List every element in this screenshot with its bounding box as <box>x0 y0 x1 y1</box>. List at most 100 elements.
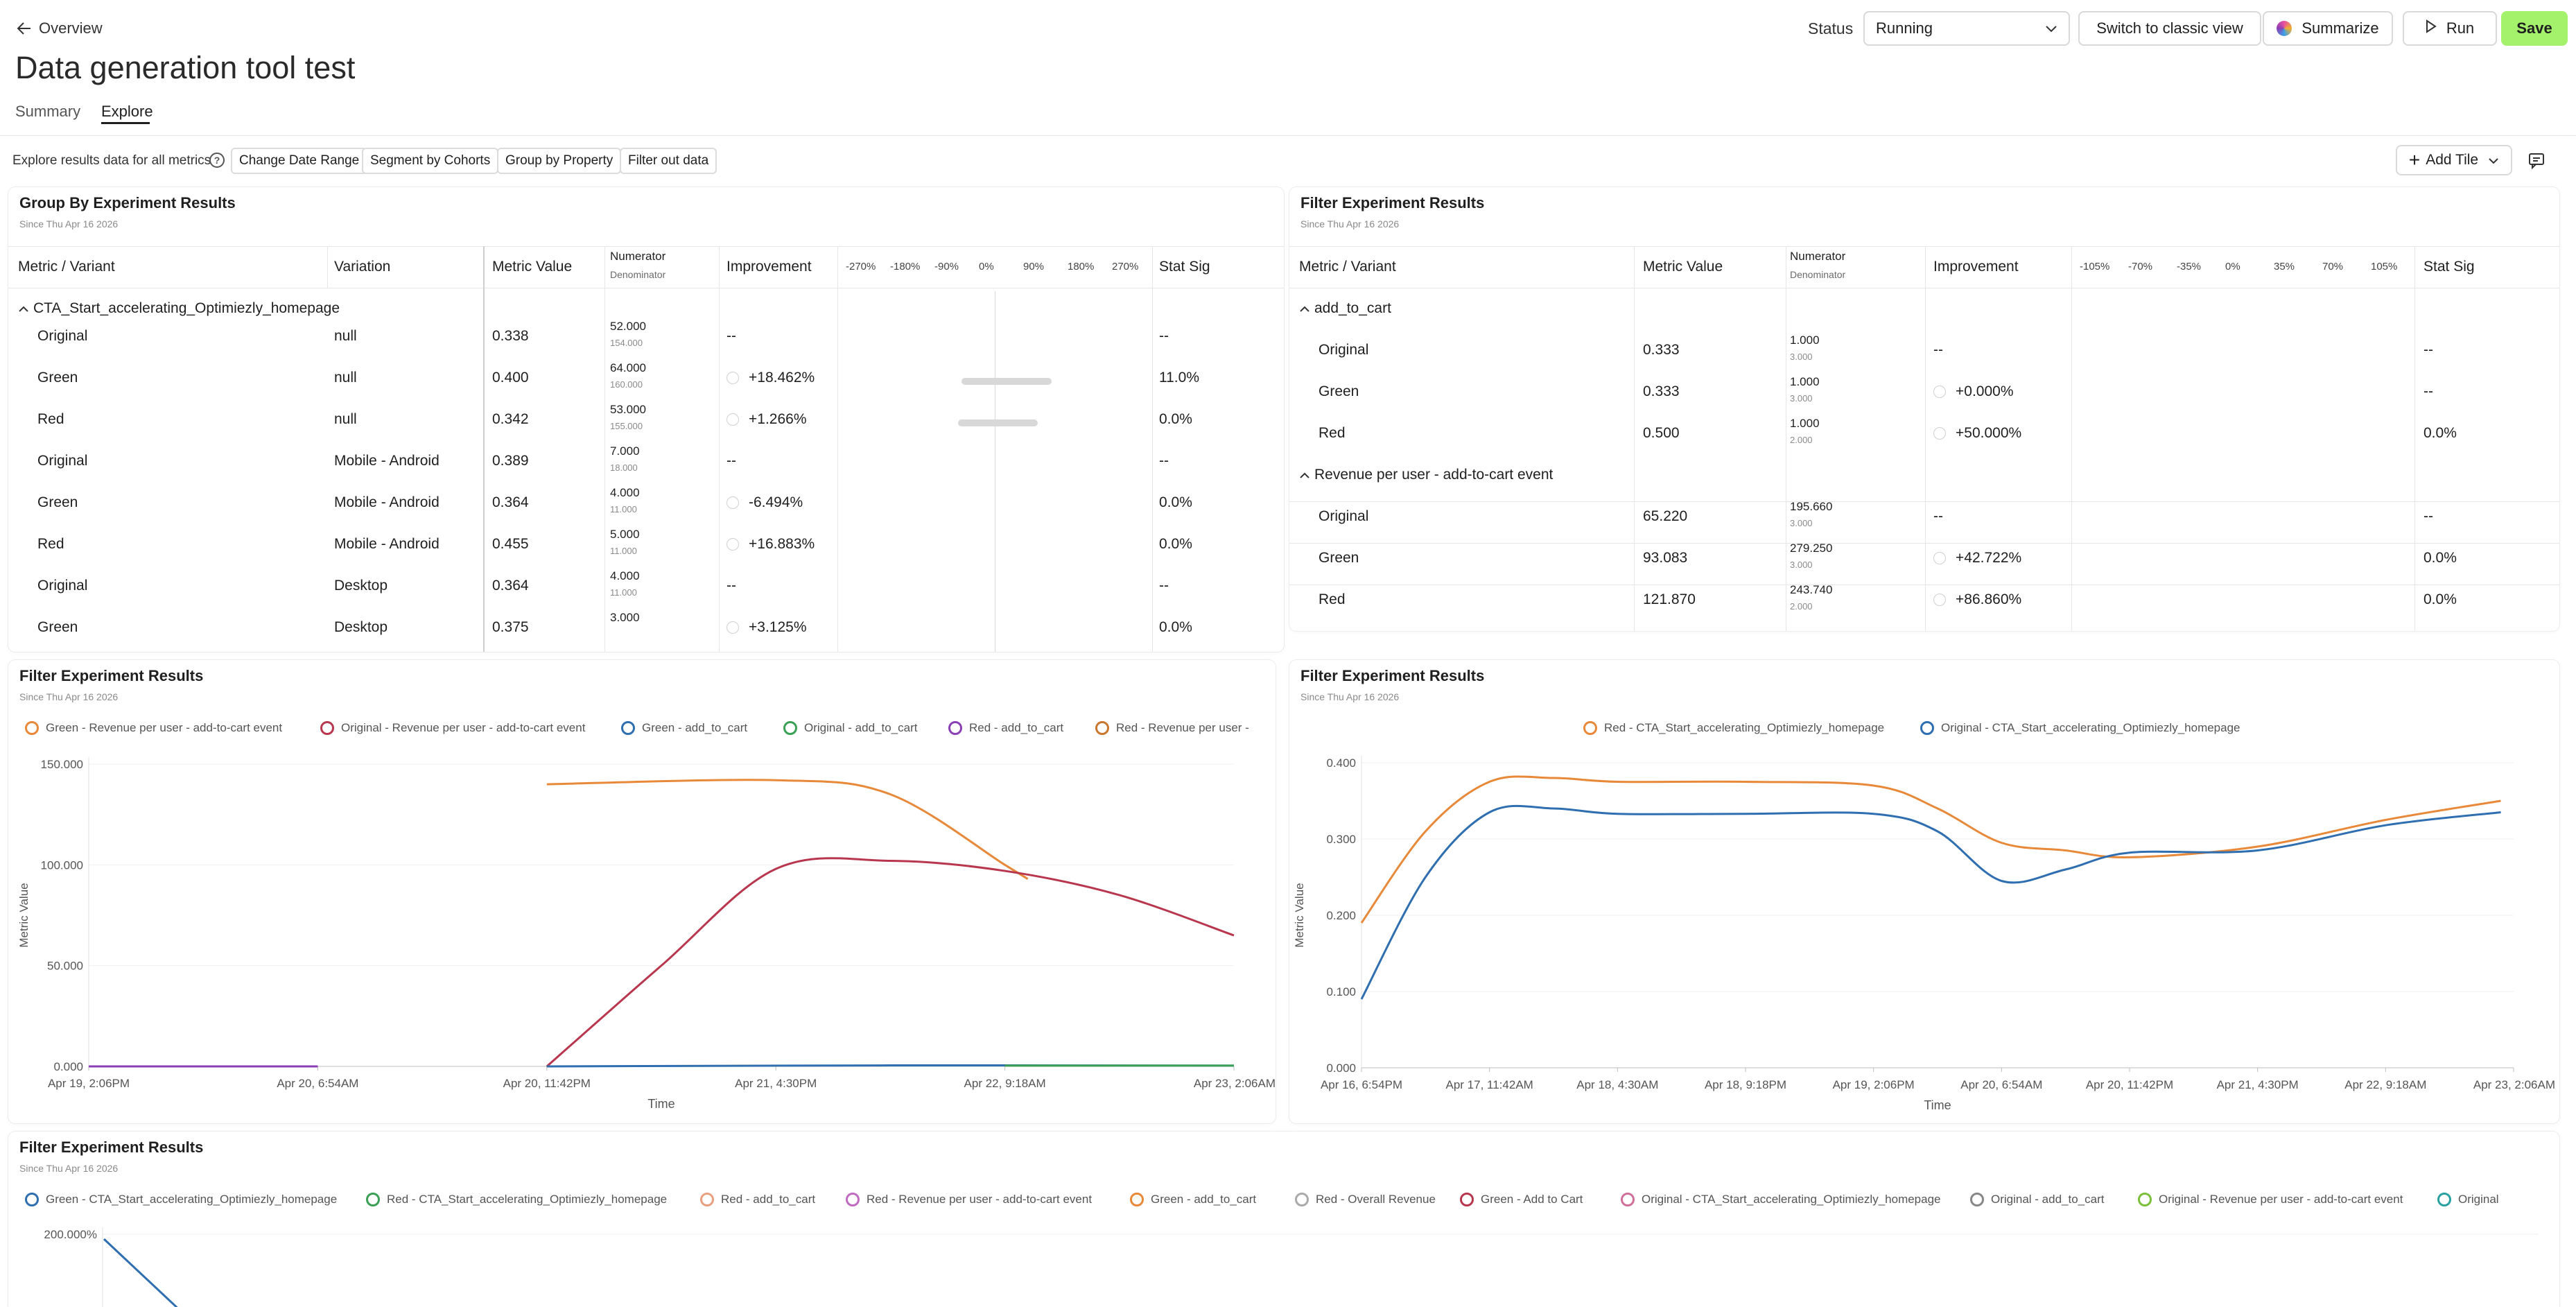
filter-out-data-chip[interactable]: Filter out data <box>620 148 717 174</box>
line-chart: 0.000 0.100 0.200 0.300 0.400 Apr 16, 6:54PM A… <box>1293 756 2555 1112</box>
variation: null <box>334 370 357 386</box>
table-row[interactable]: Original Desktop 0.364 4.000 11.000 -- -- <box>8 569 1284 612</box>
improvement-value: +0.000% <box>1956 383 2014 399</box>
legend-entry[interactable]: Original - Revenue per user - add-to-car… <box>2138 1193 2403 1206</box>
tab-summary[interactable]: Summary <box>15 103 81 120</box>
summarize-label: Summarize <box>2301 19 2379 37</box>
tab-explore[interactable]: Explore <box>101 103 153 120</box>
back-link[interactable]: Overview <box>17 18 103 39</box>
table-row[interactable]: Green 93.083 279.250 3.000 +42.722% 0.0% <box>1289 542 2559 585</box>
group-toggle[interactable]: Revenue per user - add-to-cart event <box>1299 467 1553 483</box>
denominator: 3.000 <box>1790 352 1813 362</box>
improvement-value: -- <box>726 328 736 344</box>
numerator: 1.000 <box>1790 375 1820 388</box>
comment-icon[interactable] <box>2527 150 2546 170</box>
metric-value: 0.364 <box>492 494 529 510</box>
group-toggle[interactable]: CTA_Start_accelerating_Optimiezly_homepa… <box>18 300 340 317</box>
card-subtitle: Since Thu Apr 16 2026 <box>19 218 119 230</box>
legend-entry[interactable]: Original - add_to_cart <box>1970 1193 2104 1206</box>
table-row[interactable]: Red 121.870 243.740 2.000 +86.860% 0.0% <box>1289 583 2559 626</box>
status-select[interactable]: Running <box>1863 11 2070 46</box>
col-denominator: Denominator <box>1790 269 1846 280</box>
save-button[interactable]: Save <box>2501 11 2568 46</box>
legend-label: Green - CTA_Start_accelerating_Optimiezl… <box>46 1193 338 1206</box>
variant-name: Green <box>1319 383 1359 399</box>
table-row[interactable]: Original Mobile - Android 0.389 7.000 18.000… <box>8 444 1284 487</box>
legend-entry[interactable]: Original <box>2437 1193 2499 1206</box>
series-line <box>546 779 1029 880</box>
denominator: 11.000 <box>610 587 637 598</box>
change-date-range-chip[interactable]: Change Date Range <box>231 148 368 174</box>
status-value: Running <box>1876 19 1933 37</box>
ci-bar <box>961 378 1052 385</box>
group-by-property-chip[interactable]: Group by Property <box>497 148 622 174</box>
legend-swatch <box>783 721 797 735</box>
stat-sig: 0.0% <box>1159 411 1192 427</box>
legend-entry[interactable]: Green - Revenue per user - add-to-cart e… <box>25 721 282 735</box>
table-row[interactable]: Red null 0.342 53.000 155.000 +1.266% 0.0% <box>8 403 1284 446</box>
metric-value: 0.338 <box>492 328 529 344</box>
table-row[interactable]: Original 0.333 1.000 3.000 -- -- <box>1289 334 2559 376</box>
x-axis-label: Time <box>1924 1098 1951 1112</box>
legend-entry[interactable]: Green - CTA_Start_accelerating_Optimiezl… <box>25 1193 337 1206</box>
legend-entry[interactable]: Red - Revenue per user - add-to-cart eve… <box>846 1193 1092 1206</box>
legend-entry[interactable]: Red - CTA_Start_accelerating_Optimiezly_… <box>366 1193 667 1206</box>
improvement: +42.722% <box>1933 550 2021 566</box>
improvement-value: +18.462% <box>749 370 815 386</box>
numerator: 4.000 <box>610 569 640 582</box>
scale-tick: 270% <box>1112 261 1139 272</box>
table-row[interactable]: Green null 0.400 64.000 160.000 +18.462% 11.0% <box>8 361 1284 404</box>
legend-label: Original - Revenue per user - add-to-car… <box>2159 1193 2403 1206</box>
variant-name: Green <box>1319 550 1359 566</box>
help-icon[interactable]: ? <box>209 153 225 168</box>
classic-view-button[interactable]: Switch to classic view <box>2078 11 2261 46</box>
run-button[interactable]: Run <box>2403 11 2497 46</box>
y-tick-label: 150.000 <box>41 758 83 771</box>
table-row[interactable]: Original null 0.338 52.000 154.000 -- -- <box>8 320 1284 363</box>
group-toggle[interactable]: add_to_cart <box>1299 300 1391 317</box>
scale-tick: 105% <box>2371 261 2398 272</box>
legend-label: Original - add_to_cart <box>1991 1193 2105 1206</box>
stat-sig: 11.0% <box>1159 370 1199 386</box>
legend-entry[interactable]: Red - add_to_cart <box>700 1193 815 1206</box>
improvement: +86.860% <box>1933 591 2021 608</box>
group-name: add_to_cart <box>1314 300 1391 316</box>
legend-entry[interactable]: Original - Revenue per user - add-to-car… <box>320 721 585 735</box>
legend-entry[interactable]: Green - Add to Cart <box>1460 1193 1583 1206</box>
legend-entry[interactable]: Green - add_to_cart <box>621 721 747 735</box>
table-row[interactable]: Green Desktop 0.375 3.000 +3.125% 0.0% <box>8 611 1284 652</box>
legend-entry[interactable]: Red - add_to_cart <box>948 721 1063 735</box>
table-row[interactable]: Red Mobile - Android 0.455 5.000 11.000 +16.8… <box>8 528 1284 571</box>
col-numerator: Numerator <box>1790 250 1846 263</box>
tab-active-underline <box>101 122 150 124</box>
scale-tick: 35% <box>2274 261 2295 272</box>
sparkle-icon <box>2277 21 2292 36</box>
legend-entry[interactable]: Red - Overall Revenue <box>1295 1193 1436 1206</box>
denominator: 2.000 <box>1790 601 1813 612</box>
legend-entry[interactable]: Original - CTA_Start_accelerating_Optimi… <box>1920 721 2240 735</box>
metric-value: 0.400 <box>492 370 529 386</box>
add-tile-button[interactable]: + Add Tile <box>2396 145 2512 175</box>
y-tick-label: 100.000 <box>41 858 83 872</box>
variation: Mobile - Android <box>334 536 440 552</box>
legend-entry[interactable]: Red - CTA_Start_accelerating_Optimiezly_… <box>1583 721 1884 735</box>
legend-entry[interactable]: Green - add_to_cart <box>1130 1193 1256 1206</box>
segment-by-cohorts-chip[interactable]: Segment by Cohorts <box>362 148 499 174</box>
legend-label: Green - Revenue per user - add-to-cart e… <box>46 721 283 734</box>
metric-value: 0.333 <box>1643 383 1680 399</box>
legend-entry[interactable]: Original - add_to_cart <box>783 721 917 735</box>
summarize-button[interactable]: Summarize <box>2263 11 2393 46</box>
table-row[interactable]: Green Mobile - Android 0.364 4.000 11.000 -6.… <box>8 486 1284 529</box>
metric-value: 93.083 <box>1643 550 1688 566</box>
legend-entry[interactable]: Red - Revenue per user - <box>1095 721 1249 735</box>
table-row[interactable]: Green 0.333 1.000 3.000 +0.000% -- <box>1289 375 2559 418</box>
ci-bar <box>958 419 1038 426</box>
denominator: 154.000 <box>610 338 643 348</box>
legend-swatch <box>1095 721 1109 735</box>
improvement-value: +42.722% <box>1956 550 2022 566</box>
legend-entry[interactable]: Original - CTA_Start_accelerating_Optimi… <box>1621 1193 1941 1206</box>
table-row[interactable]: Red 0.500 1.000 2.000 +50.000% 0.0% <box>1289 417 2559 460</box>
col-metric-value: Metric Value <box>1643 259 1723 275</box>
numerator: 53.000 <box>610 403 646 416</box>
table-row[interactable]: Original 65.220 195.660 3.000 -- -- <box>1289 500 2559 543</box>
